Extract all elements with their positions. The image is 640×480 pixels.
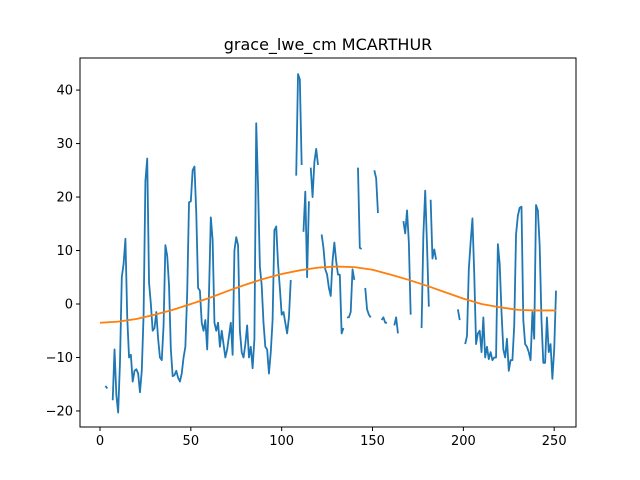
x-tick-label: 0 — [96, 434, 104, 449]
series-1-line-segment — [302, 190, 310, 279]
series-1-line-segment — [457, 309, 461, 321]
y-tick-label: 0 — [65, 298, 73, 313]
series-1-line-segment — [464, 204, 557, 380]
y-tick-label: −10 — [46, 351, 73, 366]
series-1-line-segment — [347, 268, 356, 319]
series-1-line-segment — [309, 148, 319, 198]
series-1-line-segment — [402, 209, 412, 315]
plot-area — [99, 73, 557, 414]
series-2-line-segment — [99, 265, 557, 324]
x-tick-label: 200 — [451, 434, 476, 449]
x-tick-label: 100 — [269, 434, 294, 449]
series-1-line-segment — [429, 199, 437, 260]
y-tick-label: 40 — [56, 84, 73, 99]
series-1-line-segment — [320, 234, 345, 335]
axes-ticks: 0 50 100 150 200 250 −20 −10 0 10 20 30 40 — [46, 84, 567, 449]
series-1-line-segment — [357, 167, 363, 250]
y-tick-label: 30 — [56, 137, 73, 152]
series-1-line-segment — [295, 73, 303, 176]
y-tick-label: 20 — [56, 191, 73, 206]
series-1-line-segment — [104, 385, 108, 390]
series-1-line-segment — [420, 189, 430, 329]
chart-title: grace_lwe_cm MCARTHUR — [224, 35, 433, 55]
x-tick-label: 150 — [360, 434, 385, 449]
series-1-line-segment — [364, 287, 372, 318]
series-1-line-segment — [380, 316, 388, 324]
y-tick-label: 10 — [56, 244, 73, 259]
axes-frame — [79, 57, 577, 428]
x-tick-label: 50 — [183, 434, 200, 449]
series-1-line-segment — [393, 316, 399, 334]
y-tick-label: −20 — [46, 404, 73, 419]
series-1-line-segment — [373, 170, 379, 214]
x-tick-label: 250 — [542, 434, 567, 449]
